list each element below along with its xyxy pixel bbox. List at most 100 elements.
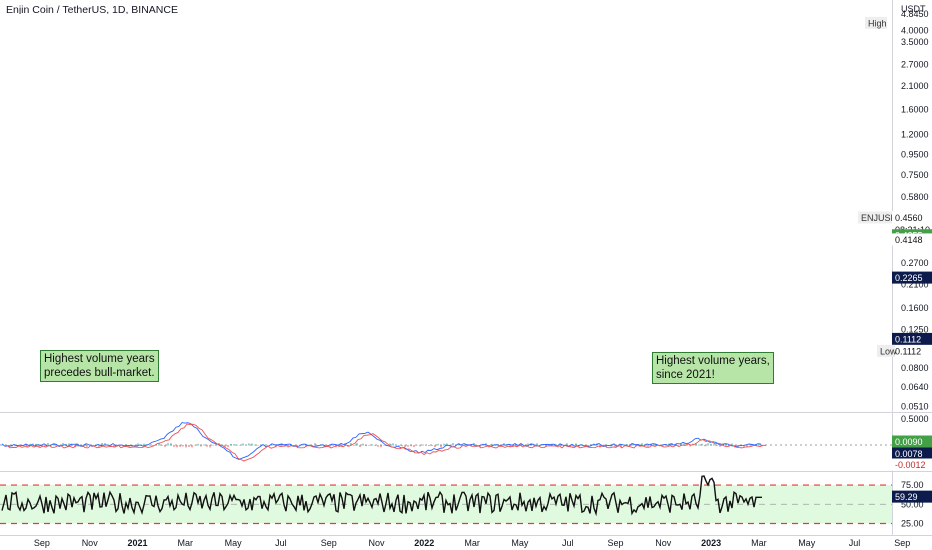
macd-histogram-bar	[206, 445, 208, 447]
macd-histogram-bar	[701, 443, 703, 446]
price-axis-tick: 0.7500	[901, 170, 929, 180]
time-axis-tick: 2023	[701, 538, 721, 548]
macd-histogram-bar	[572, 445, 574, 447]
macd-histogram-bar	[155, 444, 157, 446]
price-axis-tick: 1.2000	[901, 129, 929, 139]
macd-histogram-bar	[383, 444, 385, 446]
macd-histogram-bar	[260, 445, 262, 446]
macd-histogram-bar	[452, 443, 454, 446]
time-axis-tick: May	[798, 538, 816, 548]
macd-histogram-bar	[29, 443, 31, 446]
macd-histogram-bar	[191, 445, 193, 448]
macd-histogram-bar	[101, 443, 103, 446]
macd-histogram-bar	[413, 445, 415, 448]
macd-histogram-bar	[629, 443, 631, 446]
support1-tag: 0.2265	[895, 273, 923, 283]
rsi-axis-tick: 50.00	[901, 499, 924, 509]
macd-histogram-bar	[371, 444, 373, 446]
macd-histogram-bar	[47, 443, 49, 446]
macd-histogram-bar	[731, 443, 733, 446]
macd-histogram-bar	[62, 443, 64, 446]
macd-histogram-bar	[311, 445, 313, 446]
macd-hist-tag-bg	[892, 458, 932, 471]
macd-histogram-bar	[749, 444, 751, 446]
time-axis-tick: 2021	[127, 538, 147, 548]
macd-histogram-bar	[401, 445, 403, 447]
macd-histogram-bar	[194, 444, 196, 446]
macd-histogram-bar	[428, 445, 430, 447]
macd-histogram-bar	[389, 443, 391, 446]
price-axis-tick: 0.5800	[901, 192, 929, 202]
macd-histogram-bar	[5, 445, 7, 447]
macd-histogram-bar	[590, 444, 592, 446]
support2-tag: 0.1112	[895, 334, 921, 344]
macd-histogram-bar	[392, 443, 394, 446]
macd-histogram-bar	[443, 443, 445, 446]
rsi-value-tag-bg	[892, 490, 932, 503]
macd-histogram-bar	[38, 445, 40, 447]
macd-histogram-bar	[170, 443, 172, 446]
macd-histogram-bar	[725, 443, 727, 446]
macd-histogram-bar	[377, 445, 379, 447]
macd-histogram-bar	[227, 445, 229, 448]
macd-histogram-bar	[164, 445, 166, 447]
price-axis-tick: 0.2700	[901, 258, 929, 268]
macd-histogram-bar	[242, 443, 244, 446]
macd-histogram-bar	[677, 445, 679, 447]
macd-histogram-bar	[167, 443, 169, 446]
macd-histogram-bar	[158, 443, 160, 446]
rsi-value-tag: 59.29	[895, 492, 918, 502]
price-axis-tick: 0.0510	[901, 402, 929, 412]
macd-histogram-bar	[302, 444, 304, 446]
macd-histogram-bar	[710, 444, 712, 446]
macd-histogram-bar	[521, 444, 523, 446]
macd-histogram-bar	[128, 445, 130, 448]
time-axis-tick: Nov	[368, 538, 385, 548]
macd-histogram-bar	[272, 444, 274, 446]
macd-histogram-bar	[224, 445, 226, 447]
macd-histogram-bar	[647, 445, 649, 447]
macd-histogram-bar	[236, 444, 238, 446]
macd-histogram-bar	[479, 445, 481, 448]
macd-histogram-bar	[152, 445, 154, 447]
low-label-tag: Low	[880, 346, 897, 356]
macd-histogram-bar	[332, 445, 334, 446]
macd-line-tag: 0.0078	[895, 449, 923, 459]
macd-histogram-bar	[266, 444, 268, 446]
macd-histogram-bar	[326, 445, 328, 446]
macd-histogram-bar	[614, 445, 616, 448]
macd-histogram-bar	[491, 443, 493, 446]
macd-histogram-bar	[605, 444, 607, 446]
macd-histogram-bar	[368, 445, 370, 446]
macd-line-tag-bg	[892, 447, 932, 460]
price-axis-tick: 0.0800	[901, 363, 929, 373]
macd-histogram-bar	[35, 443, 37, 446]
macd-histogram-bar	[215, 444, 217, 446]
macd-histogram-bar	[431, 445, 433, 446]
macd-histogram-bar	[209, 445, 211, 448]
macd-histogram-bar	[575, 443, 577, 446]
macd-hist-tag: -0.0012	[895, 460, 926, 470]
macd-histogram-bar	[245, 444, 247, 446]
macd-histogram-bar	[314, 443, 316, 446]
macd-histogram-bar	[719, 445, 721, 447]
macd-histogram-bar	[221, 444, 223, 446]
ema2-tag: 0.4148	[895, 235, 923, 245]
price-tags: HighENJUSDT0.456008:21:100.42550.41480.2…	[858, 16, 932, 503]
macd-histogram-bar	[758, 444, 760, 446]
macd-histogram-bar	[239, 445, 241, 446]
macd-histogram-bar	[149, 444, 151, 446]
macd-histogram-bar	[716, 445, 718, 446]
high-label-tag-bg	[865, 16, 887, 29]
macd-histogram-bar	[161, 445, 163, 446]
macd-histogram-bar	[44, 445, 46, 447]
time-axis-tick: May	[511, 538, 529, 548]
macd-histogram-bar	[248, 443, 250, 446]
macd-histogram-bar	[68, 443, 70, 446]
time-axis-tick: May	[225, 538, 243, 548]
high-label-tag: High	[868, 18, 887, 28]
last-price-tag-bg	[892, 211, 932, 224]
time-axis-tick: Mar	[751, 538, 767, 548]
macd-histogram-bar	[419, 445, 421, 447]
